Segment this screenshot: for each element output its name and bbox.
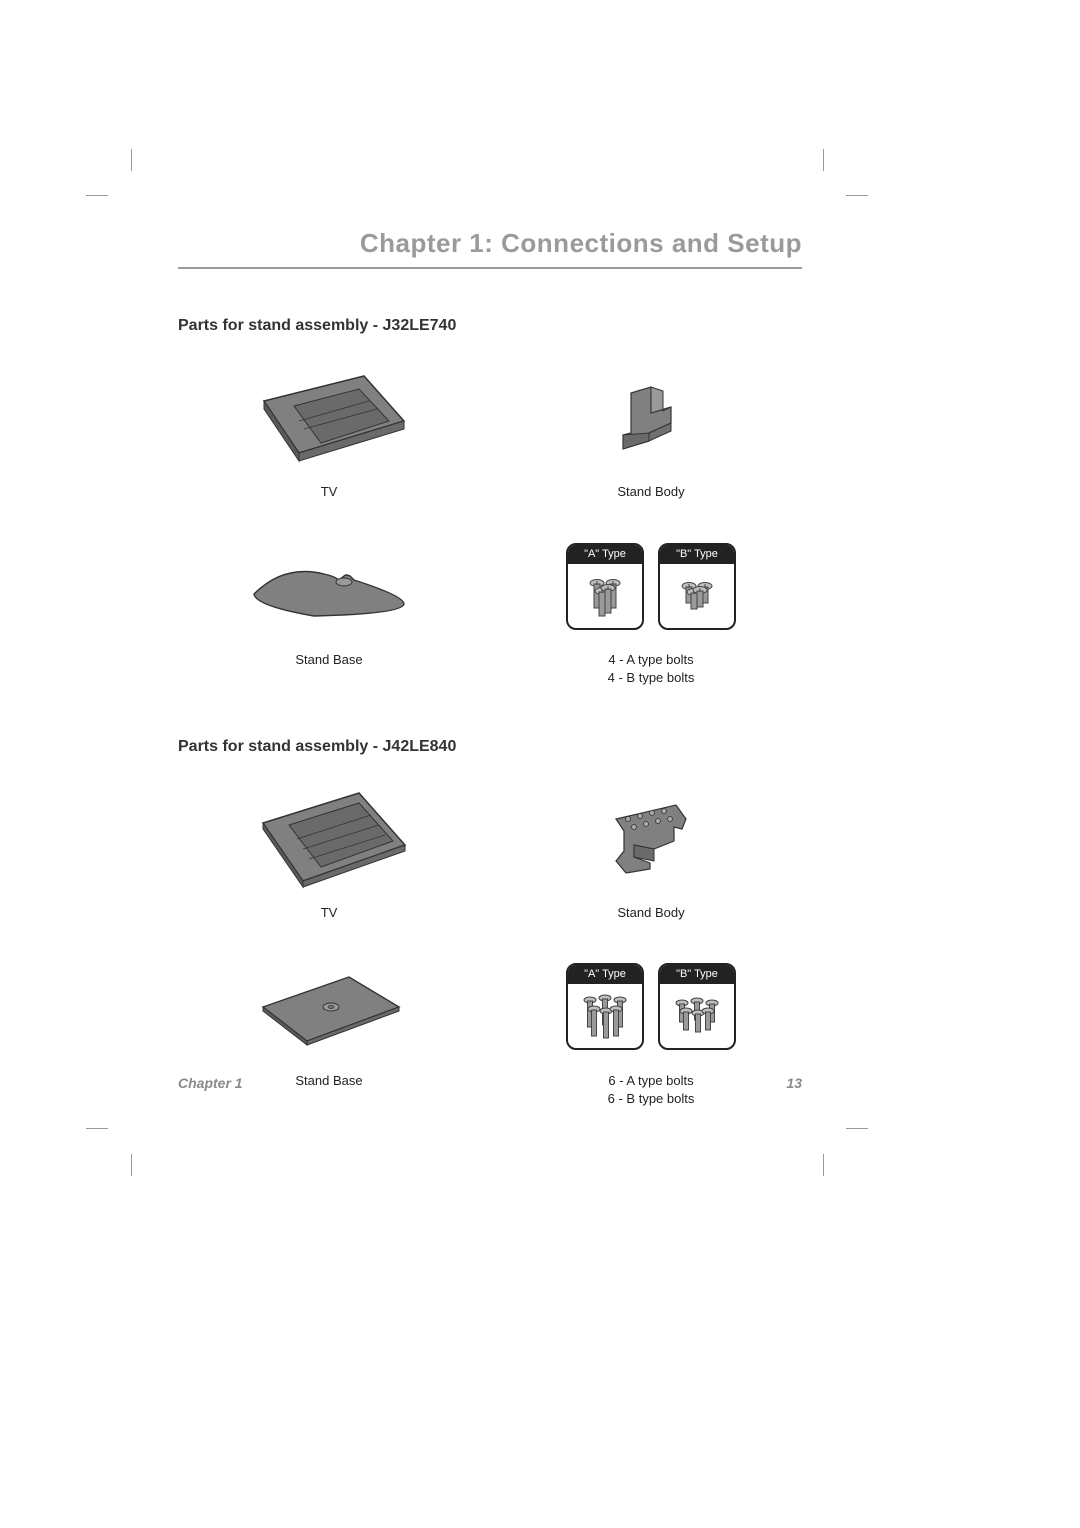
stand-base-oval-icon: [244, 546, 414, 626]
tv-label: TV: [321, 483, 338, 501]
crop-mark: [846, 1128, 868, 1129]
page-footer: Chapter 1 13: [178, 1075, 802, 1091]
bolt-box-a: "A" Type: [566, 543, 644, 630]
crop-mark: [823, 1154, 824, 1176]
tv-label: TV: [321, 904, 338, 922]
stand-body-label: Stand Body: [617, 904, 684, 922]
stand-body-label: Stand Body: [617, 483, 684, 501]
part-stand-body: Stand Body: [500, 363, 802, 501]
stand-base-label: Stand Base: [295, 651, 362, 669]
footer-page-number: 13: [786, 1075, 802, 1091]
bolts-a-icon: [576, 990, 634, 1042]
bolt-box-a: "A" Type: [566, 963, 644, 1050]
crop-mark: [823, 149, 824, 171]
bolts-a-icon: [580, 571, 630, 621]
bolts-b-icon: [672, 574, 722, 618]
bolt-box-b: "B" Type: [658, 543, 736, 630]
page-content: Chapter 1: Connections and Setup Parts f…: [178, 228, 802, 1158]
bolt-b-header: "B" Type: [660, 545, 734, 564]
chapter-header: Chapter 1: Connections and Setup: [178, 228, 802, 269]
parts-grid-1: TV Stand Body Stand Base: [178, 363, 802, 688]
bolt-box-b: "B" Type: [658, 963, 736, 1050]
crop-mark: [86, 1128, 108, 1129]
section-heading-1: Parts for stand assembly - J32LE740: [178, 317, 802, 335]
crop-mark: [846, 195, 868, 196]
footer-chapter: Chapter 1: [178, 1075, 243, 1091]
bolt-a-header: "A" Type: [568, 965, 642, 984]
crop-mark: [86, 195, 108, 196]
part-bolts: "A" Type: [500, 531, 802, 687]
stand-body-icon: [611, 383, 691, 453]
part-tv: TV: [178, 363, 480, 501]
part-stand-body-2: Stand Body: [500, 784, 802, 922]
stand-body-icon: [606, 801, 696, 876]
tv-icon: [249, 371, 409, 466]
crop-mark: [131, 149, 132, 171]
bolts-label-a: 4 - A type bolts: [608, 651, 695, 669]
stand-base-rect-icon: [249, 967, 409, 1047]
bolt-a-header: "A" Type: [568, 545, 642, 564]
tv-icon: [249, 789, 409, 889]
bolt-b-header: "B" Type: [660, 965, 734, 984]
part-stand-base: Stand Base: [178, 531, 480, 687]
crop-mark: [131, 1154, 132, 1176]
part-tv-2: TV: [178, 784, 480, 922]
bolts-b-icon: [668, 993, 726, 1039]
bolts-label: 4 - A type bolts 4 - B type bolts: [608, 651, 695, 687]
parts-grid-2: TV Stand Body: [178, 784, 802, 1109]
bolts-label-b: 6 - B type bolts: [608, 1090, 695, 1108]
section-heading-2: Parts for stand assembly - J42LE840: [178, 738, 802, 756]
bolts-label-b: 4 - B type bolts: [608, 669, 695, 687]
